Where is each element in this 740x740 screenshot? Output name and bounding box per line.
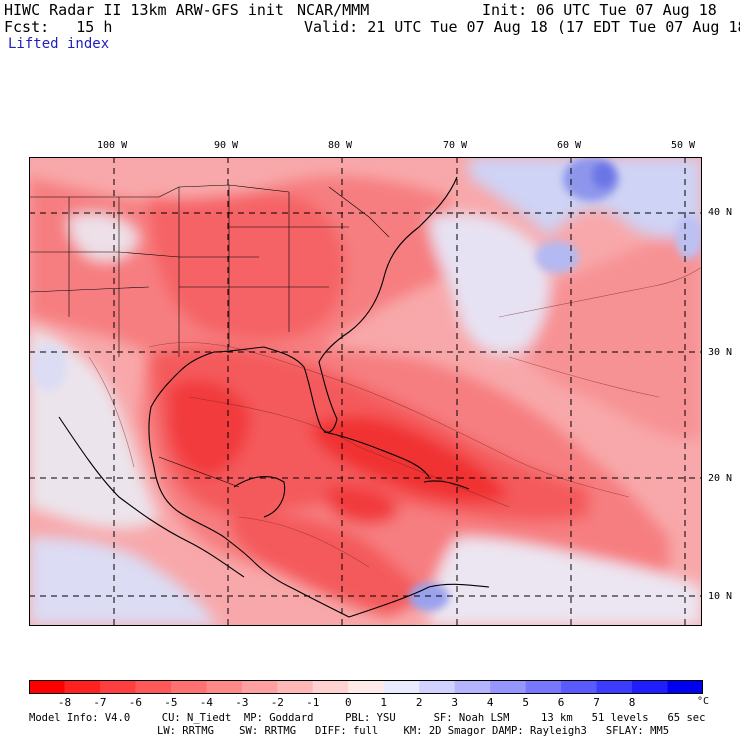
model-info-line1: Model Info: V4.0 CU: N_Tiedt MP: Goddard… bbox=[29, 712, 706, 724]
lifted-index-map bbox=[29, 157, 702, 626]
colorbar-swatch bbox=[383, 680, 420, 694]
yucatan bbox=[233, 476, 286, 518]
colorbar-swatch bbox=[241, 680, 278, 694]
model-title: HIWC Radar II 13km ARW-GFS init bbox=[4, 1, 284, 19]
lat-label-40n: 40 N bbox=[708, 207, 733, 218]
colorbar-tick-label: 0 bbox=[344, 696, 352, 709]
colorbar-unit: °C bbox=[697, 696, 710, 707]
valid-time: Valid: 21 UTC Tue 07 Aug 18 (17 EDT Tue … bbox=[304, 18, 740, 36]
field-pale-atlantic bbox=[429, 213, 550, 356]
political-borders bbox=[29, 184, 390, 488]
colorbar-tick-label: -5 bbox=[164, 696, 178, 709]
lat-label-30n: 30 N bbox=[708, 347, 733, 358]
colorbar-swatch bbox=[667, 680, 703, 694]
colorbar-swatch bbox=[454, 680, 491, 694]
colorbar-swatch bbox=[29, 680, 65, 694]
south-america-coast bbox=[348, 583, 490, 618]
colorbar-tick-label: 3 bbox=[451, 696, 458, 709]
colorbar-swatch bbox=[419, 680, 456, 694]
field-deep-red-sw-caribbean bbox=[327, 485, 399, 524]
colorbar bbox=[29, 680, 703, 694]
colorbar-swatch bbox=[206, 680, 243, 694]
lon-label-80w: 80 W bbox=[328, 140, 353, 151]
coastlines bbox=[58, 176, 490, 618]
lat-label-20n: 20 N bbox=[708, 473, 733, 484]
colorbar-tick-label: -8 bbox=[57, 696, 72, 709]
colorbar-swatch bbox=[561, 680, 598, 694]
model-info-line2: LW: RRTMG SW: RRTMG DIFF: full KM: 2D Sm… bbox=[157, 725, 670, 737]
field-pale-south-atlantic bbox=[429, 537, 702, 626]
lon-label-60w: 60 W bbox=[557, 140, 582, 151]
colorbar-swatch bbox=[348, 680, 385, 694]
texas-mexico-coast bbox=[148, 371, 350, 618]
field-blue-south bbox=[409, 583, 449, 611]
colorbar-swatch bbox=[64, 680, 101, 694]
lon-label-70w: 70 W bbox=[443, 140, 468, 151]
cuba bbox=[323, 431, 430, 478]
colorbar-tick-label: -6 bbox=[128, 696, 143, 709]
us-east-coast bbox=[178, 176, 458, 433]
colorbar-swatch bbox=[596, 680, 633, 694]
lat-lon-grid bbox=[29, 157, 702, 626]
colorbar-swatch bbox=[525, 680, 562, 694]
colorbar-tick-label: -4 bbox=[199, 696, 213, 709]
colorbar-tick-label: -7 bbox=[93, 696, 107, 709]
colorbar-tick-label: 6 bbox=[557, 696, 565, 709]
init-time: Init: 06 UTC Tue 07 Aug 18 bbox=[482, 1, 717, 19]
colorbar-swatch bbox=[170, 680, 207, 694]
lat-label-10n: 10 N bbox=[708, 591, 733, 602]
west-mexico-coast bbox=[58, 416, 245, 578]
field-mid-red-conus bbox=[149, 194, 346, 341]
field-pale-pacific bbox=[29, 537, 219, 626]
colorbar-tick-label: -1 bbox=[306, 696, 320, 709]
field-deep-red-caribbean bbox=[309, 416, 509, 503]
colorbar-tick-label: -2 bbox=[270, 696, 284, 709]
colorbar-swatch bbox=[490, 680, 527, 694]
map-frame bbox=[29, 157, 702, 626]
field-mid-red-central-america bbox=[229, 513, 429, 617]
field-blue-west bbox=[31, 343, 67, 391]
colorbar-tick-label: 2 bbox=[415, 696, 423, 709]
colorbar-swatch bbox=[135, 680, 172, 694]
colorbar-tick-label: 1 bbox=[380, 696, 388, 709]
lon-label-50w: 50 W bbox=[671, 140, 696, 151]
colorbar-tick-label: 7 bbox=[593, 696, 600, 709]
colorbar-swatch bbox=[632, 680, 669, 694]
lon-label-90w: 90 W bbox=[214, 140, 239, 151]
field-blue-mid-atlantic bbox=[535, 241, 579, 273]
field-blue-labrador bbox=[592, 161, 616, 189]
colorbar-swatch bbox=[312, 680, 349, 694]
colorbar-tick-label: 8 bbox=[628, 696, 636, 709]
colorbar-tick-label: -3 bbox=[235, 696, 249, 709]
colorbar-swatch bbox=[99, 680, 136, 694]
field-blue-northeast bbox=[675, 215, 702, 259]
lon-label-100w: 100 W bbox=[97, 140, 128, 151]
forecast-hour: Fcst: 15 h bbox=[4, 18, 113, 36]
org-label: NCAR/MMM bbox=[297, 1, 370, 19]
colorbar-swatch bbox=[277, 680, 314, 694]
colorbar-tick-label: 5 bbox=[522, 696, 529, 709]
field-pale-n-conus bbox=[68, 213, 139, 261]
field-name: Lifted index bbox=[8, 36, 110, 52]
colorbar-frame bbox=[29, 680, 703, 694]
colorbar-tick-label: 4 bbox=[486, 696, 494, 709]
field-light-red-atlantic bbox=[509, 217, 702, 439]
